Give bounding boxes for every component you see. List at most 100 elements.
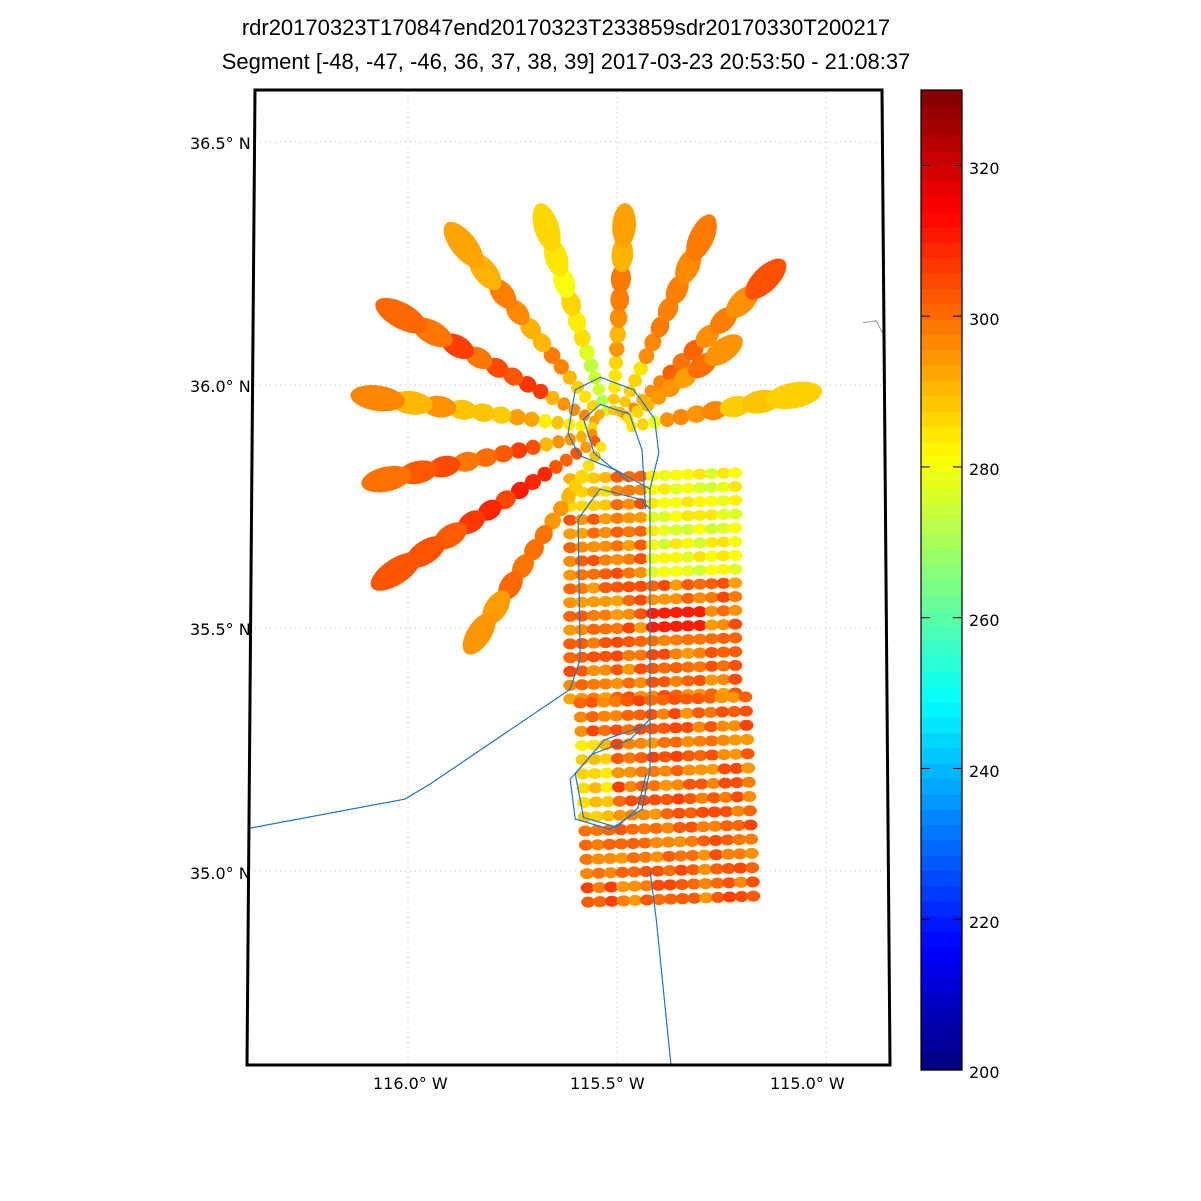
colorbar-swatch — [921, 396, 962, 413]
grid-point — [610, 540, 625, 552]
grid-point — [704, 523, 719, 535]
grid-point — [609, 724, 624, 736]
spoke-point — [633, 361, 648, 376]
grid-point — [614, 852, 629, 864]
grid-point — [651, 879, 666, 891]
grid-point — [590, 839, 605, 851]
grid-point — [645, 539, 660, 551]
grid-point — [592, 881, 607, 893]
grid-point — [710, 891, 725, 903]
colorbar-swatch — [921, 733, 962, 750]
grid-point — [586, 527, 601, 539]
grid-point — [704, 721, 719, 733]
grid-point — [669, 510, 684, 522]
grid-point — [598, 527, 613, 539]
grid-point — [704, 591, 719, 603]
grid-point — [593, 896, 608, 908]
grid-point — [586, 486, 601, 498]
grid-point — [657, 497, 672, 509]
grid-point — [731, 819, 746, 831]
grid-point — [633, 677, 648, 689]
spoke-point — [534, 525, 553, 545]
grid-point — [719, 806, 734, 818]
spoke-point — [576, 430, 587, 443]
colorbar-swatch — [921, 457, 962, 474]
grid-point — [684, 821, 699, 833]
grid-point — [589, 796, 604, 808]
grid-point — [622, 498, 637, 510]
grid-point — [734, 891, 749, 903]
grid-point — [598, 637, 613, 649]
grid-point — [649, 822, 664, 834]
grid-point — [657, 676, 672, 688]
grid-point — [598, 554, 613, 566]
grid-point — [610, 609, 625, 621]
grid-point — [586, 623, 601, 635]
grid-point — [610, 752, 625, 764]
grid-point — [608, 696, 623, 708]
spoke-point — [560, 453, 573, 467]
grid-point — [574, 610, 589, 622]
grid-point — [598, 582, 613, 594]
grid-point — [704, 468, 719, 480]
grid-point — [695, 806, 710, 818]
grid-point — [647, 780, 662, 792]
grid-point — [610, 650, 625, 662]
spoke-point — [640, 397, 655, 412]
grid-point — [658, 751, 673, 763]
grid-point — [728, 536, 743, 548]
grid-point — [674, 864, 689, 876]
grid-point — [704, 674, 719, 686]
spoke-point — [686, 214, 717, 262]
grid-point — [636, 794, 651, 806]
colorbar — [921, 90, 962, 1071]
grid-point — [692, 619, 707, 631]
grid-point — [610, 485, 625, 497]
grid-point — [743, 819, 758, 831]
spoke-point — [510, 481, 529, 500]
grid-point — [720, 834, 735, 846]
y-tick-label: 36.5° N — [190, 134, 251, 153]
grid-point — [704, 605, 719, 617]
grid-point — [742, 805, 757, 817]
spoke-point — [524, 411, 540, 427]
spoke-point — [578, 409, 591, 422]
grid-point — [657, 483, 672, 495]
grid-point — [681, 620, 696, 632]
grid-point — [622, 636, 637, 648]
grid-point — [691, 693, 706, 705]
colorbar-swatch — [921, 794, 962, 811]
grid-point — [692, 523, 707, 535]
colorbar-swatch — [921, 962, 962, 979]
grid-point — [626, 837, 641, 849]
spoke-point — [644, 333, 662, 352]
grid-point — [610, 512, 625, 524]
spoke-point — [573, 328, 591, 348]
colorbar-swatch — [921, 1024, 962, 1040]
grid-point — [722, 877, 737, 889]
colorbar-swatch — [921, 350, 962, 367]
grid-point — [658, 765, 673, 777]
grid-point — [745, 862, 760, 874]
grid-point — [693, 749, 708, 761]
grid-point — [657, 552, 672, 564]
grid-point — [657, 566, 672, 578]
spoke-point — [608, 381, 621, 394]
colorbar-swatch — [921, 1039, 962, 1056]
grid-point — [729, 762, 744, 774]
grid-point — [633, 663, 648, 675]
grid-point — [640, 894, 655, 906]
flight-track-segment — [582, 403, 647, 509]
grid-point — [672, 807, 687, 819]
grid-point — [728, 481, 743, 493]
colorbar-swatch — [921, 197, 962, 214]
grid-point — [633, 608, 648, 620]
grid-point — [669, 538, 684, 550]
grid-point — [611, 767, 626, 779]
colorbar-swatch — [921, 135, 962, 152]
colorbar-swatch — [921, 273, 962, 290]
grid-point — [699, 892, 714, 904]
spoke-point — [579, 344, 595, 361]
spoke-point — [561, 489, 576, 505]
grid-point — [633, 580, 648, 592]
